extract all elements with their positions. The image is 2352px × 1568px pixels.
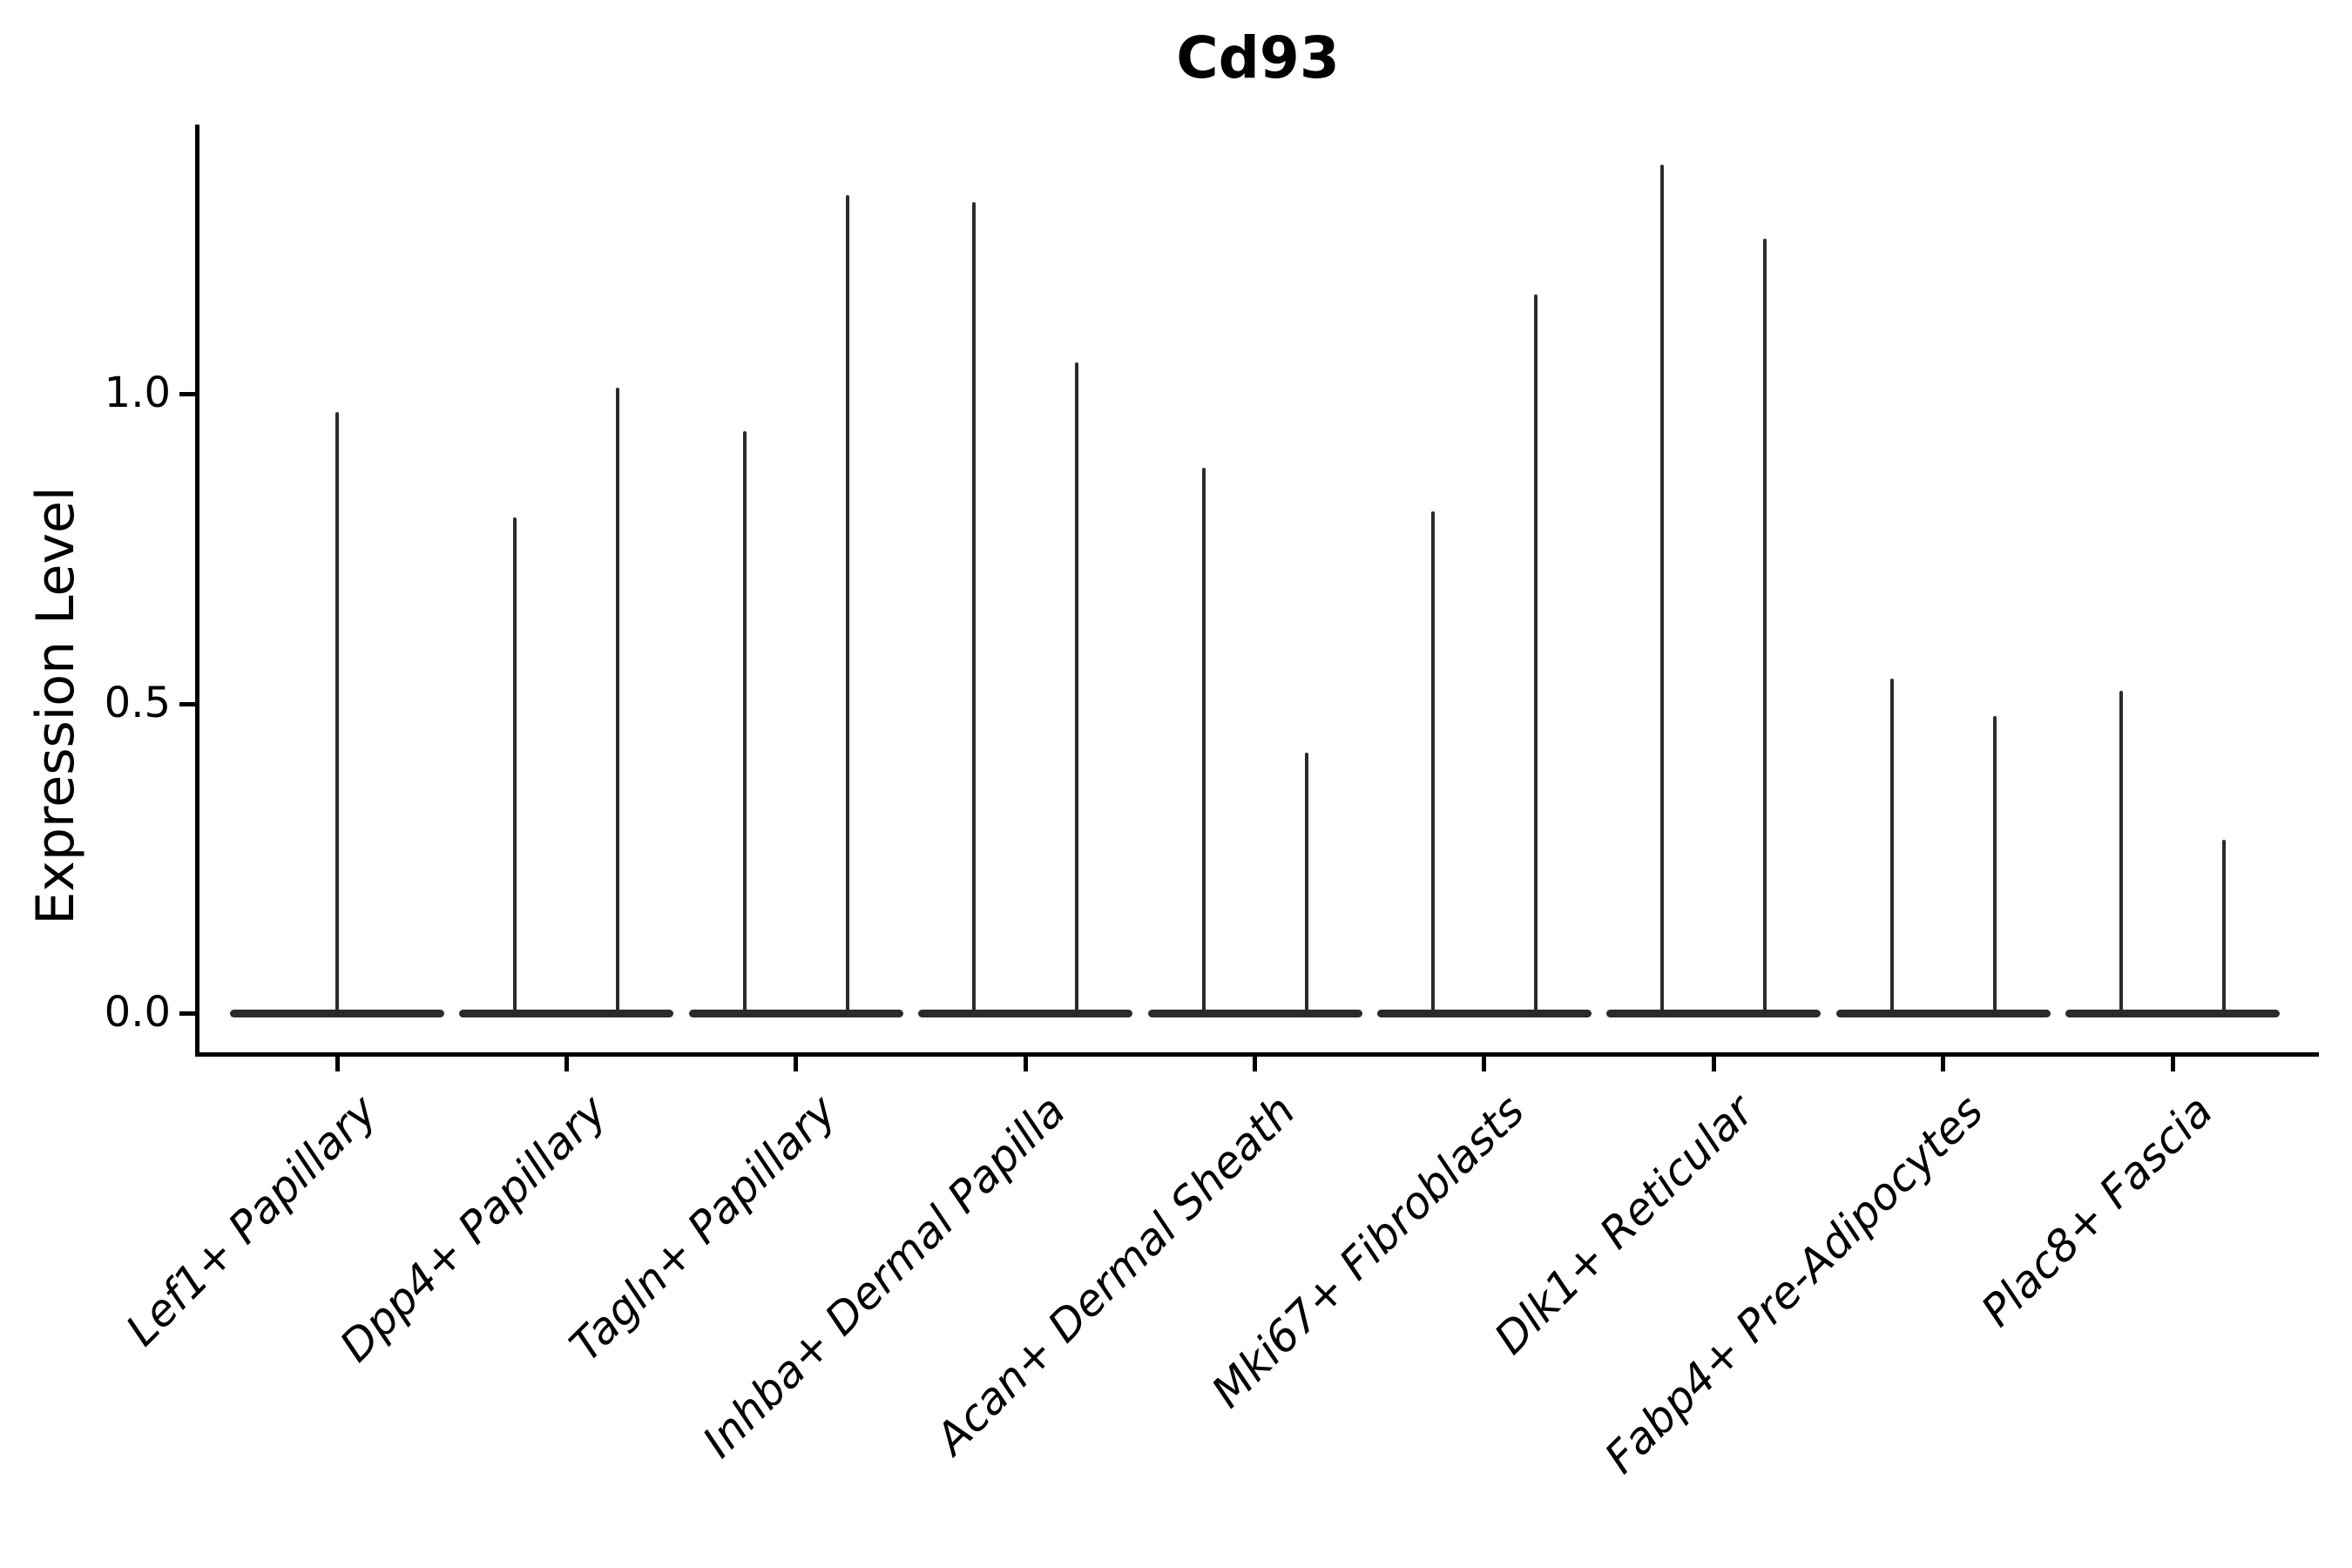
violin-spike — [742, 430, 747, 1013]
violin-spike — [2119, 691, 2123, 1013]
y-tick — [179, 1011, 195, 1016]
violin-spike — [1763, 239, 1767, 1013]
x-tick-label: Fabp4+ Pre-Adipocytes — [1595, 1085, 1993, 1484]
y-tick-label: 0.0 — [104, 987, 171, 1037]
violin-spike — [1201, 468, 1206, 1013]
y-tick — [179, 392, 195, 396]
violin-base-strip — [918, 1009, 1133, 1017]
y-axis-spine — [195, 125, 199, 1057]
violin-spike — [1533, 294, 1538, 1013]
violin-base-strip — [688, 1009, 903, 1017]
plot-title: Cd93 — [1176, 24, 1340, 91]
violin-spike — [1075, 362, 1079, 1013]
x-tick — [794, 1057, 799, 1071]
violin-spike — [1304, 753, 1308, 1013]
x-tick — [1023, 1057, 1028, 1071]
x-tick-label: Lef1+ Papillary — [116, 1085, 388, 1356]
x-tick — [564, 1057, 569, 1071]
violin-base-strip — [1376, 1009, 1592, 1017]
x-tick — [1711, 1057, 1716, 1071]
x-tick-label: Plac8+ Fascia — [1971, 1085, 2223, 1336]
x-tick — [1253, 1057, 1257, 1071]
violin-base-strip — [1606, 1009, 1821, 1017]
x-tick — [335, 1057, 340, 1071]
violin-base-strip — [1147, 1009, 1362, 1017]
violin-spike — [845, 195, 849, 1013]
violin-base-strip — [230, 1009, 444, 1017]
violin-spike — [1660, 164, 1665, 1013]
y-tick-label: 0.5 — [104, 678, 171, 727]
violin-base-strip — [1835, 1009, 2051, 1017]
violin-spike — [335, 412, 339, 1013]
violin-spike — [1992, 715, 1997, 1013]
violin-spike — [972, 201, 977, 1013]
x-tick-label: Inhba+ Dermal Papilla — [693, 1085, 1076, 1468]
violin-spike — [1889, 679, 1894, 1013]
violin-spike — [513, 517, 517, 1013]
x-tick — [1941, 1057, 1946, 1071]
violin-spike — [1430, 511, 1435, 1013]
y-tick-label: 1.0 — [104, 368, 171, 417]
x-axis-spine — [195, 1052, 2319, 1057]
violin-spike — [616, 387, 620, 1013]
x-tick — [2170, 1057, 2175, 1071]
violin-base-strip — [459, 1009, 674, 1017]
violin-base-strip — [2065, 1009, 2280, 1017]
violin-spike — [2222, 839, 2226, 1013]
x-tick — [1482, 1057, 1487, 1071]
y-tick — [179, 701, 195, 706]
